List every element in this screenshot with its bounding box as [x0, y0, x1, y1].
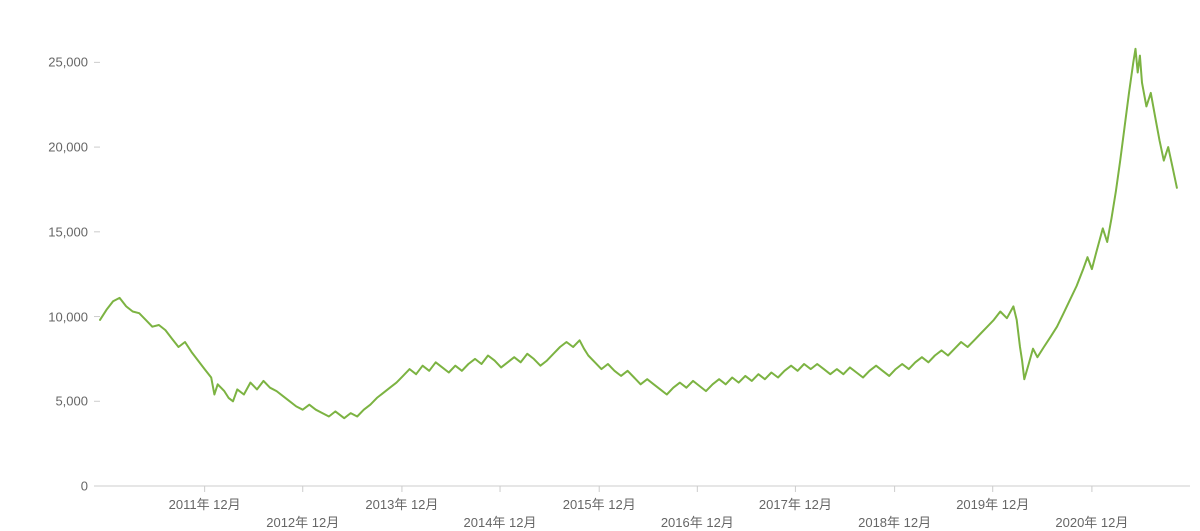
x-axis-tick-label: 2013年 12月	[365, 494, 438, 513]
y-axis-tick-label: 0	[0, 479, 88, 494]
chart-canvas	[0, 0, 1200, 531]
x-axis-tick-label: 2011年 12月	[169, 494, 241, 513]
x-axis-tick-label: 2016年 12月	[661, 512, 734, 531]
x-axis-tick-label: 2018年 12月	[858, 512, 931, 531]
y-axis-tick-label: 5,000	[0, 394, 88, 409]
y-axis-tick-label: 25,000	[0, 55, 88, 70]
y-axis-tick-label: 15,000	[0, 224, 88, 239]
x-axis-tick-label: 2017年 12月	[759, 494, 832, 513]
x-axis-tick-label: 2014年 12月	[464, 512, 537, 531]
x-axis-tick-label: 2020年 12月	[1055, 512, 1128, 531]
y-axis-tick-label: 10,000	[0, 309, 88, 324]
x-axis-tick-label: 2019年 12月	[956, 494, 1029, 513]
x-axis-tick-label: 2012年 12月	[266, 512, 339, 531]
x-axis-tick-label: 2015年 12月	[563, 494, 636, 513]
line-chart: 0 5,000 10,000 15,000 20,000 25,000 2011年 12月 2…	[0, 0, 1200, 531]
y-axis-tick-label: 20,000	[0, 140, 88, 155]
